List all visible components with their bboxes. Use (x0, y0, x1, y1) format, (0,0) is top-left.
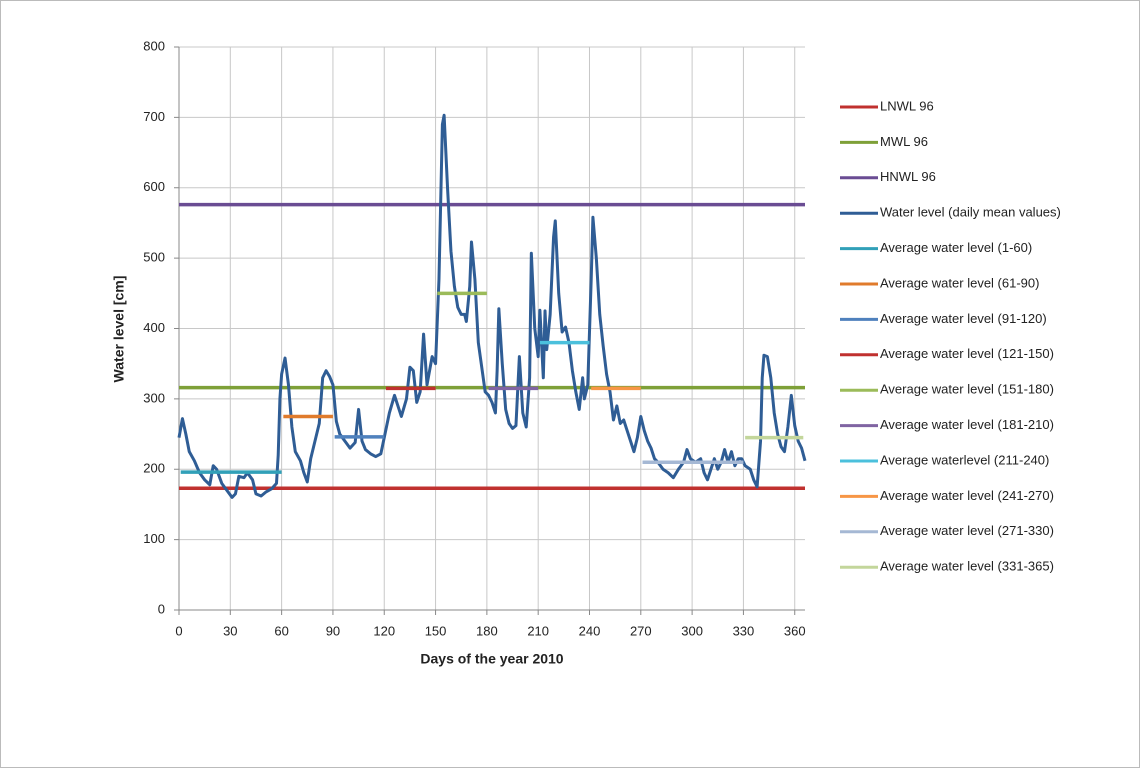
legend-label: Average water level (61-90) (880, 275, 1039, 290)
y-tick-label: 500 (143, 250, 165, 265)
legend-label: Average water level (241-270) (880, 488, 1054, 503)
x-tick-label: 60 (274, 623, 288, 638)
x-tick-label: 0 (175, 623, 182, 638)
series-line (177, 113, 807, 499)
x-tick-label: 150 (425, 623, 447, 638)
x-tick-label: 180 (476, 623, 498, 638)
y-axis-title: Water level [cm] (111, 276, 127, 383)
y-tick-label: 700 (143, 109, 165, 124)
legend-label: Average water level (1-60) (880, 240, 1032, 255)
x-axis-title: Days of the year 2010 (420, 651, 563, 667)
x-tick-label: 240 (579, 623, 601, 638)
x-tick-label: 270 (630, 623, 652, 638)
legend-label: Average water level (121-150) (880, 346, 1054, 361)
x-tick-label: 30 (223, 623, 237, 638)
legend-label: Average water level (181-210) (880, 417, 1054, 432)
legend-label: Average water level (271-330) (880, 523, 1054, 538)
y-tick-label: 400 (143, 320, 165, 335)
legend-label: Water level (daily mean values) (880, 205, 1061, 220)
legend-label: Average water level (331-365) (880, 559, 1054, 574)
x-tick-label: 360 (784, 623, 806, 638)
x-tick-label: 120 (373, 623, 395, 638)
x-tick-label: 210 (527, 623, 549, 638)
legend-label: Average water level (91-120) (880, 311, 1047, 326)
legend-label: MWL 96 (880, 134, 928, 149)
legend-label: Average water level (151-180) (880, 382, 1054, 397)
x-tick-label: 330 (733, 623, 755, 638)
x-tick-label: 300 (681, 623, 703, 638)
y-tick-label: 0 (158, 601, 165, 616)
legend-label: Average waterlevel (211-240) (880, 452, 1049, 467)
y-tick-label: 300 (143, 390, 165, 405)
y-tick-label: 800 (143, 38, 165, 53)
legend-label: HNWL 96 (880, 169, 936, 184)
x-tick-label: 90 (326, 623, 340, 638)
legend-label: LNWL 96 (880, 98, 934, 113)
y-tick-label: 600 (143, 179, 165, 194)
y-tick-label: 100 (143, 531, 165, 546)
y-tick-label: 200 (143, 461, 165, 476)
